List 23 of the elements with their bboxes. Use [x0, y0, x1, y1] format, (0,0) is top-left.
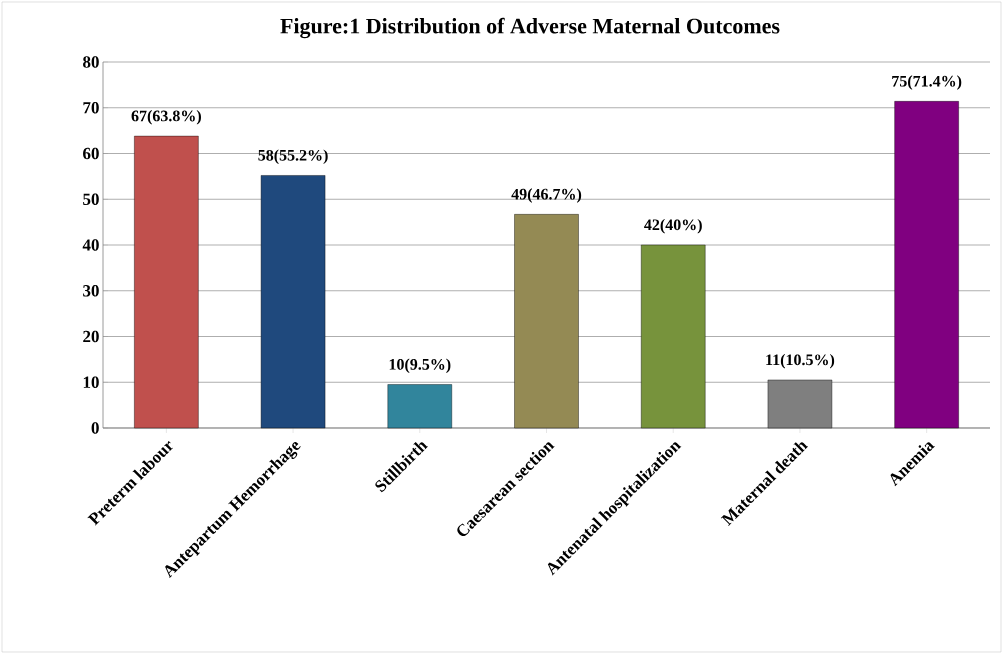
data-label: 75(71.4%) [892, 75, 962, 90]
bar [514, 214, 579, 429]
bar [894, 101, 959, 429]
y-tick-label: 50 [83, 193, 99, 205]
chart-title: Figure:1 Distribution of Adverse Maternal Outcomes [280, 17, 780, 39]
y-tick-label: 60 [83, 147, 99, 160]
y-tick-label: 70 [83, 102, 99, 114]
data-label: 58(55.2%) [258, 149, 328, 164]
bar [134, 135, 199, 429]
data-label: 42(40%) [644, 218, 702, 234]
data-label: 11(10.5%) [766, 353, 835, 369]
data-label: 49(46.7%) [511, 188, 582, 203]
y-tick-label: 30 [83, 285, 99, 297]
bar [260, 175, 326, 429]
y-tick-label: 20 [83, 330, 99, 343]
y-tick-label: 80 [83, 56, 99, 68]
y-tick-label: 40 [82, 239, 99, 251]
y-tick-label: 10 [83, 376, 99, 388]
data-label: 67(63.8%) [131, 110, 201, 125]
bar [641, 244, 706, 429]
data-label: 10(9.5%) [389, 358, 451, 373]
y-tick-label: 0 [91, 422, 99, 434]
bar [387, 384, 452, 429]
